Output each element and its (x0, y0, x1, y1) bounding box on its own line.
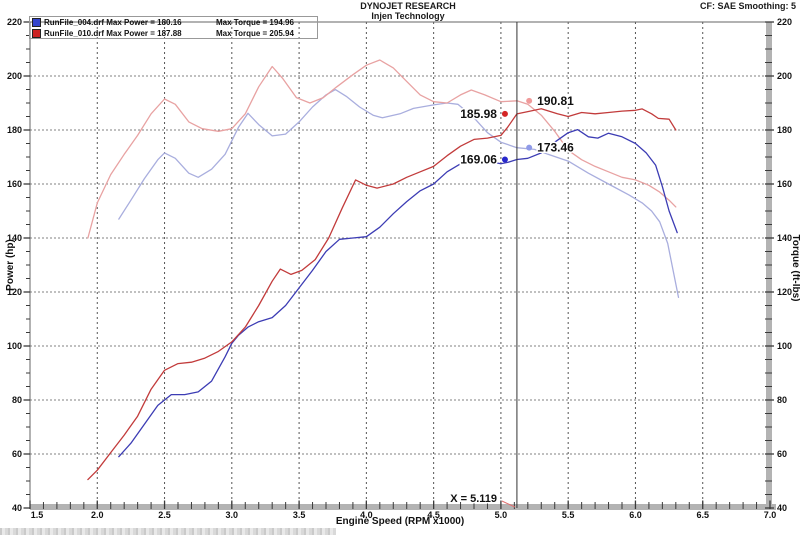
x-tick-label: 5.0 (495, 510, 508, 520)
correction-smoothing-label: CF: SAE Smoothing: 5 (700, 1, 796, 11)
legend-row-run010: RunFile_010.drf Max Power = 187.88 Max T… (32, 28, 317, 39)
legend-run004-power: RunFile_004.drf Max Power = 180.16 (44, 18, 182, 27)
y-tick-label-left: 160 (7, 179, 22, 189)
y-tick-label-right: 180 (777, 125, 792, 135)
x-tick-label: 7.0 (764, 510, 777, 520)
y-tick-label-right: 220 (777, 17, 792, 27)
legend-run010-power: RunFile_010.drf Max Power = 187.88 (44, 29, 182, 38)
cursor-marker-dot (501, 156, 508, 163)
x-tick-label: 6.0 (629, 510, 642, 520)
cursor-x-label: X = 5.119 (450, 493, 497, 505)
y-tick-label-left: 120 (7, 287, 22, 297)
y-tick-label-right: 140 (777, 233, 792, 243)
legend-box: RunFile_004.drf Max Power = 180.16 Max T… (29, 16, 318, 39)
x-tick-label: 4.5 (427, 510, 440, 520)
y-tick-label-right: 120 (777, 287, 792, 297)
legend-row-run004: RunFile_004.drf Max Power = 180.16 Max T… (32, 17, 317, 28)
y-tick-label-left: 180 (7, 125, 22, 135)
y-tick-label-left: 60 (12, 449, 22, 459)
y-tick-label-right: 200 (777, 71, 792, 81)
cursor-marker-label: 190.81 (537, 94, 574, 108)
y-tick-label-left: 100 (7, 341, 22, 351)
page-title: DYNOJET RESEARCH (360, 1, 456, 11)
y-tick-label-right: 100 (777, 341, 792, 351)
y-tick-label-left: 220 (7, 17, 22, 27)
y-tick-label-left: 80 (12, 395, 22, 405)
y-tick-label-left: 40 (12, 503, 22, 513)
power-curve-run010 (87, 108, 677, 481)
legend-swatch-run010 (32, 29, 41, 38)
cursor-marker-dot (526, 144, 533, 151)
x-axis-bar (30, 504, 776, 510)
x-tick-label: 6.5 (696, 510, 709, 520)
x-tick-label: 4.0 (360, 510, 373, 520)
power-curve-run004 (118, 128, 678, 458)
legend-swatch-run004 (32, 18, 41, 27)
cursor-marker-dot (526, 97, 533, 104)
y-axis-label-right: Torque (ft-lbs) (790, 234, 800, 301)
x-tick-label: 3.5 (293, 510, 306, 520)
x-tick-label: 3.0 (226, 510, 239, 520)
torque-curve-run004 (118, 88, 680, 299)
cutoff-bottom-strip (0, 528, 336, 535)
cursor-marker-dot (501, 110, 508, 117)
cursor-pointer-line (501, 500, 516, 508)
page-subtitle: Injen Technology (371, 11, 445, 21)
y-tick-label-right: 160 (777, 179, 792, 189)
cursor-marker-label: 173.46 (537, 141, 574, 155)
cursor-marker-label: 169.06 (460, 153, 497, 167)
y-tick-label-right: 60 (777, 449, 787, 459)
x-axis-label: Engine Speed (RPM x1000) (336, 516, 464, 527)
legend-run010-torque: Max Torque = 205.94 (216, 29, 294, 38)
torque-curve-run010 (87, 59, 677, 239)
legend-run004-torque: Max Torque = 194.96 (216, 18, 294, 27)
y-tick-label-left: 200 (7, 71, 22, 81)
x-tick-label: 2.5 (158, 510, 171, 520)
y-axis-label-left: Power (hp) (5, 239, 16, 291)
x-tick-label: 5.5 (562, 510, 575, 520)
x-tick-label: 2.0 (91, 510, 104, 520)
y-tick-label-right: 80 (777, 395, 787, 405)
x-tick-label: 1.5 (31, 510, 44, 520)
cursor-marker-label: 185.98 (460, 107, 497, 121)
y-tick-label-left: 140 (7, 233, 22, 243)
y-tick-label-right: 40 (777, 503, 787, 513)
